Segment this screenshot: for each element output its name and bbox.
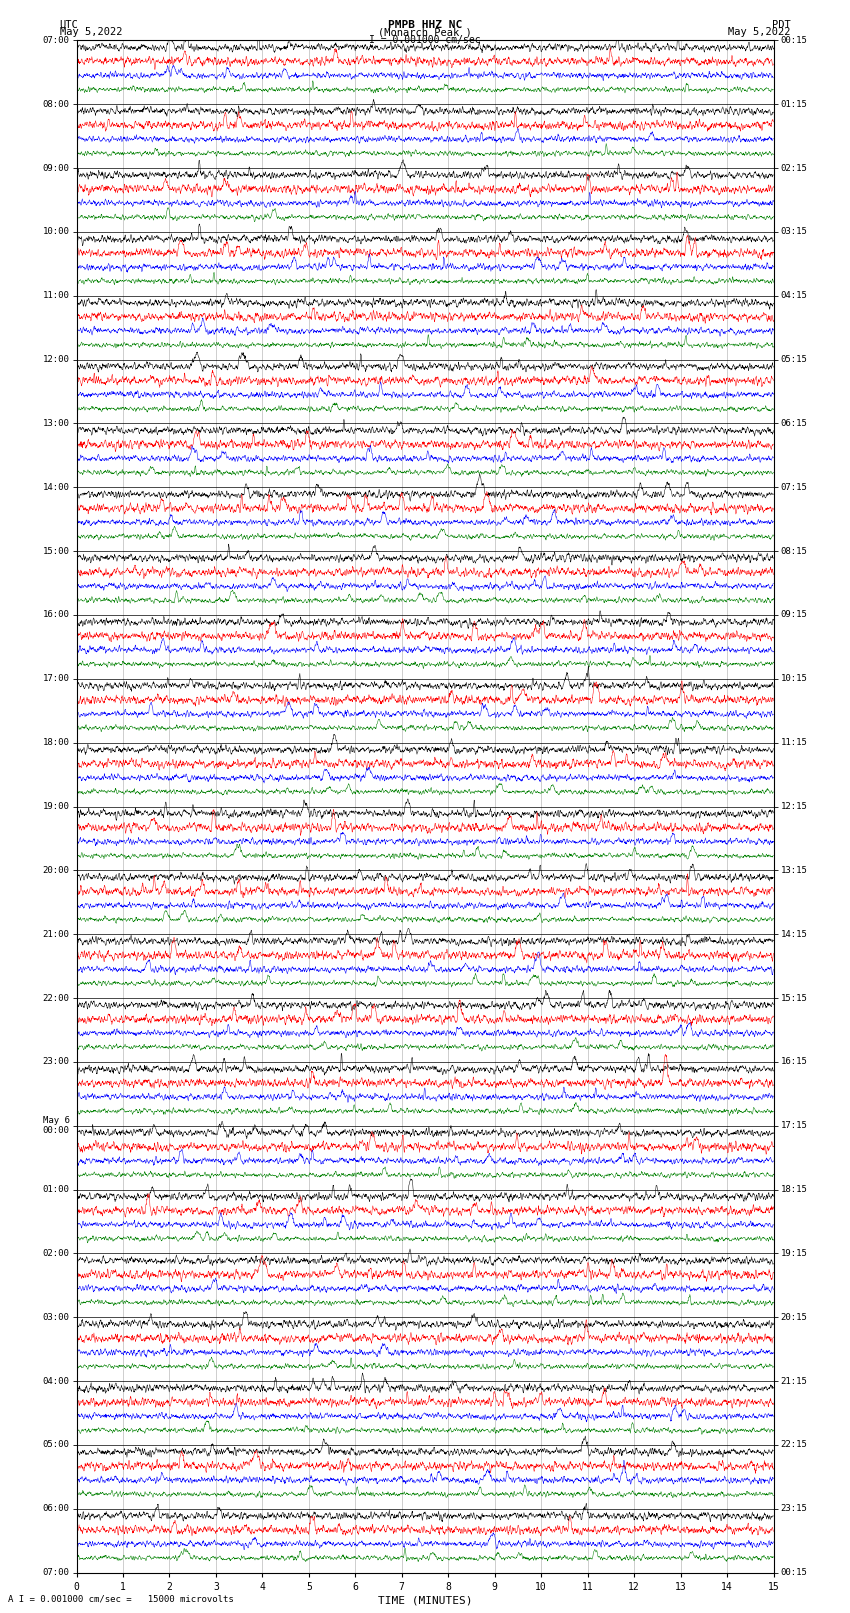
Text: (Monarch Peak ): (Monarch Peak ) [378, 27, 472, 37]
Text: PMPB HHZ NC: PMPB HHZ NC [388, 19, 462, 31]
Text: I = 0.001000 cm/sec: I = 0.001000 cm/sec [369, 35, 481, 45]
Text: May 5,2022: May 5,2022 [60, 27, 122, 37]
Text: PDT: PDT [772, 19, 791, 31]
Text: A I = 0.001000 cm/sec =   15000 microvolts: A I = 0.001000 cm/sec = 15000 microvolts [8, 1594, 235, 1603]
X-axis label: TIME (MINUTES): TIME (MINUTES) [377, 1595, 473, 1607]
Text: May 5,2022: May 5,2022 [728, 27, 791, 37]
Text: UTC: UTC [60, 19, 78, 31]
